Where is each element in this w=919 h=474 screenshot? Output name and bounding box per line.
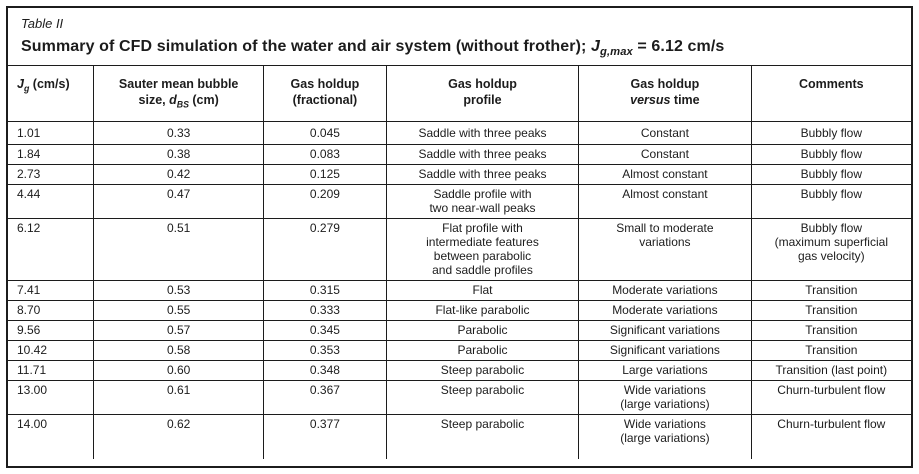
jg-cell: 13.00 bbox=[8, 380, 95, 415]
col-header-sauter: Sauter mean bubble size, dBS (cm) bbox=[93, 65, 265, 122]
table-row: 1.84 0.38 0.083 Saddle with three peaks … bbox=[8, 144, 911, 165]
table-row: 2.73 0.42 0.125 Saddle with three peaks … bbox=[8, 164, 911, 185]
comments-cell: Bubbly flow (maximum superficial gas vel… bbox=[750, 218, 911, 281]
header-row: Jg (cm/s) Sauter mean bubble size, dBS (c… bbox=[8, 65, 911, 122]
jg-cell: 7.41 bbox=[8, 280, 95, 301]
holdup-cell: 0.315 bbox=[263, 280, 387, 301]
profile-cell: Saddle with three peaks bbox=[385, 164, 580, 185]
comments-cell: Bubbly flow bbox=[750, 121, 911, 145]
table-row: 13.00 0.61 0.367 Steep parabolic Wide va… bbox=[8, 380, 911, 415]
jg-cell: 1.84 bbox=[8, 144, 95, 165]
comments-cell: Transition bbox=[750, 320, 911, 341]
vs-time-cell: Small to moderate variations bbox=[578, 218, 752, 281]
col-header-comments: Comments bbox=[750, 65, 911, 122]
holdup-cell: 0.279 bbox=[263, 218, 387, 281]
table-title: Summary of CFD simulation of the water a… bbox=[21, 37, 898, 59]
holdup-cell: 0.125 bbox=[263, 164, 387, 185]
profile-cell: Flat bbox=[385, 280, 580, 301]
table-row: 1.01 0.33 0.045 Saddle with three peaks … bbox=[8, 121, 911, 145]
comments-cell: Bubbly flow bbox=[750, 164, 911, 185]
profile-cell: Parabolic bbox=[385, 320, 580, 341]
comments-cell: Churn-turbulent flow bbox=[750, 414, 911, 459]
jg-cell: 10.42 bbox=[8, 340, 95, 361]
vs-time-cell: Constant bbox=[578, 121, 752, 145]
jg-cell: 9.56 bbox=[8, 320, 95, 341]
table-row: 4.44 0.47 0.209 Saddle profile with two … bbox=[8, 184, 911, 219]
title-j-symbol: Jg,max bbox=[591, 38, 633, 59]
dbs-cell: 0.61 bbox=[93, 380, 265, 415]
dbs-cell: 0.58 bbox=[93, 340, 265, 361]
jg-cell: 14.00 bbox=[8, 414, 95, 459]
holdup-cell: 0.333 bbox=[263, 300, 387, 321]
jg-cell: 4.44 bbox=[8, 184, 95, 219]
dbs-cell: 0.62 bbox=[93, 414, 265, 459]
vs-time-cell: Significant variations bbox=[578, 320, 752, 341]
table-row: 11.71 0.60 0.348 Steep parabolic Large v… bbox=[8, 360, 911, 381]
col-header-vs-time: Gas holdup versus time bbox=[578, 65, 752, 122]
dbs-cell: 0.57 bbox=[93, 320, 265, 341]
profile-cell: Flat-like parabolic bbox=[385, 300, 580, 321]
col-header-jg: Jg (cm/s) bbox=[8, 65, 95, 122]
comments-cell: Churn-turbulent flow bbox=[750, 380, 911, 415]
title-block: Table II Summary of CFD simulation of th… bbox=[8, 8, 911, 65]
dbs-cell: 0.60 bbox=[93, 360, 265, 381]
jg-cell: 2.73 bbox=[8, 164, 95, 185]
comments-cell: Transition bbox=[750, 300, 911, 321]
dbs-cell: 0.51 bbox=[93, 218, 265, 281]
dbs-cell: 0.33 bbox=[93, 121, 265, 145]
holdup-cell: 0.353 bbox=[263, 340, 387, 361]
jg-cell: 1.01 bbox=[8, 121, 95, 145]
dbs-cell: 0.53 bbox=[93, 280, 265, 301]
vs-time-cell: Wide variations (large variations) bbox=[578, 414, 752, 459]
vs-time-cell: Almost constant bbox=[578, 164, 752, 185]
vs-time-cell: Significant variations bbox=[578, 340, 752, 361]
jg-cell: 8.70 bbox=[8, 300, 95, 321]
profile-cell: Steep parabolic bbox=[385, 380, 580, 415]
profile-cell: Steep parabolic bbox=[385, 360, 580, 381]
dbs-cell: 0.47 bbox=[93, 184, 265, 219]
dbs-cell: 0.38 bbox=[93, 144, 265, 165]
table-figure-frame: Table II Summary of CFD simulation of th… bbox=[6, 6, 913, 468]
profile-cell: Saddle with three peaks bbox=[385, 121, 580, 145]
holdup-cell: 0.083 bbox=[263, 144, 387, 165]
title-text-post: = 6.12 cm/s bbox=[632, 38, 725, 55]
col-header-profile: Gas holdup profile bbox=[385, 65, 580, 122]
jg-cell: 6.12 bbox=[8, 218, 95, 281]
profile-cell: Saddle with three peaks bbox=[385, 144, 580, 165]
table-row: 8.70 0.55 0.333 Flat-like parabolic Mode… bbox=[8, 300, 911, 321]
vs-time-cell: Almost constant bbox=[578, 184, 752, 219]
table-row: 9.56 0.57 0.345 Parabolic Significant va… bbox=[8, 320, 911, 341]
table-label: Table II bbox=[21, 16, 64, 31]
col-header-holdup: Gas holdup (fractional) bbox=[263, 65, 387, 122]
holdup-cell: 0.367 bbox=[263, 380, 387, 415]
holdup-cell: 0.209 bbox=[263, 184, 387, 219]
holdup-cell: 0.348 bbox=[263, 360, 387, 381]
comments-cell: Transition (last point) bbox=[750, 360, 911, 381]
profile-cell: Saddle profile with two near-wall peaks bbox=[385, 184, 580, 219]
vs-time-cell: Moderate variations bbox=[578, 300, 752, 321]
holdup-cell: 0.345 bbox=[263, 320, 387, 341]
dbs-cell: 0.42 bbox=[93, 164, 265, 185]
comments-cell: Bubbly flow bbox=[750, 184, 911, 219]
vs-time-cell: Large variations bbox=[578, 360, 752, 381]
table-row: 6.12 0.51 0.279 Flat profile with interm… bbox=[8, 218, 911, 281]
comments-cell: Transition bbox=[750, 280, 911, 301]
vs-time-cell: Constant bbox=[578, 144, 752, 165]
title-text-pre: Summary of CFD simulation of the water a… bbox=[21, 38, 592, 55]
vs-time-cell: Wide variations (large variations) bbox=[578, 380, 752, 415]
table-row: 14.00 0.62 0.377 Steep parabolic Wide va… bbox=[8, 414, 911, 459]
table-row: 10.42 0.58 0.353 Parabolic Significant v… bbox=[8, 340, 911, 361]
comments-cell: Transition bbox=[750, 340, 911, 361]
jg-cell: 11.71 bbox=[8, 360, 95, 381]
holdup-cell: 0.377 bbox=[263, 414, 387, 459]
profile-cell: Flat profile with intermediate features … bbox=[385, 218, 580, 281]
profile-cell: Parabolic bbox=[385, 340, 580, 361]
profile-cell: Steep parabolic bbox=[385, 414, 580, 459]
holdup-cell: 0.045 bbox=[263, 121, 387, 145]
comments-cell: Bubbly flow bbox=[750, 144, 911, 165]
table-row: 7.41 0.53 0.315 Flat Moderate variations… bbox=[8, 280, 911, 301]
vs-time-cell: Moderate variations bbox=[578, 280, 752, 301]
dbs-cell: 0.55 bbox=[93, 300, 265, 321]
cfd-summary-table: Jg (cm/s) Sauter mean bubble size, dBS (c… bbox=[8, 65, 911, 459]
